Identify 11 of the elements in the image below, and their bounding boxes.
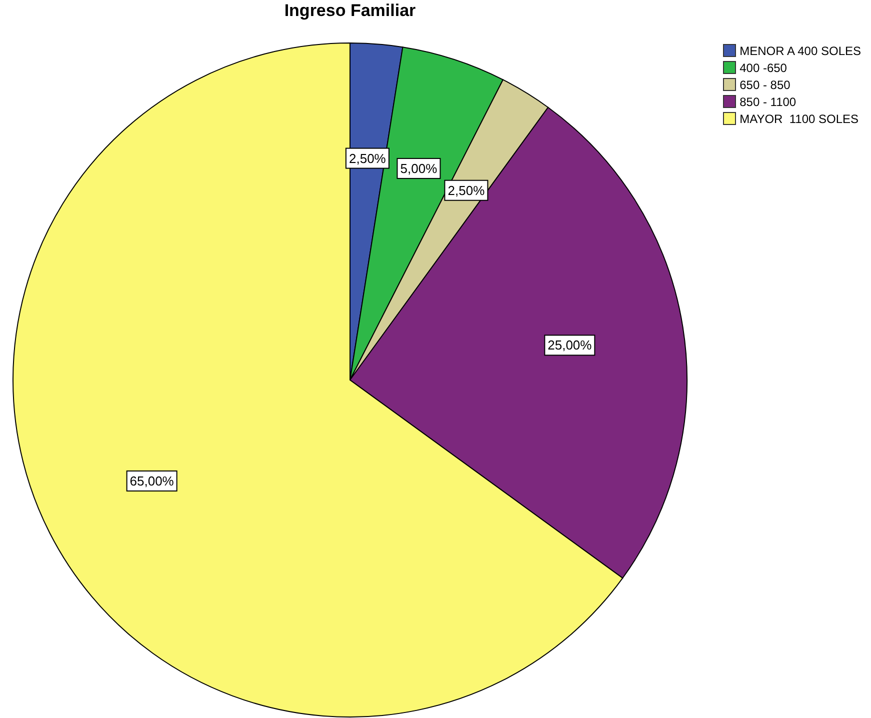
data-label: 2,50% (448, 182, 486, 198)
legend-label: 650 - 850 (740, 78, 790, 92)
legend-label: MAYOR 1100 SOLES (740, 112, 859, 126)
data-label: 25,00% (548, 338, 592, 353)
chart-title: Ingreso Familiar (283, 1, 417, 21)
legend-label: 850 - 1100 (740, 94, 796, 108)
legend-label: MENOR A 400 SOLES (740, 44, 861, 58)
legend-label: 400 -650 (740, 60, 787, 74)
data-label: 5,00% (400, 160, 438, 176)
data-label: 2,50% (349, 150, 386, 166)
data-label: 65,00% (130, 473, 174, 488)
